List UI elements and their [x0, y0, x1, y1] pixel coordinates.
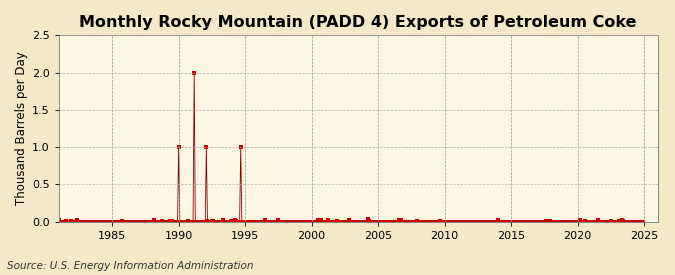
Title: Monthly Rocky Mountain (PADD 4) Exports of Petroleum Coke: Monthly Rocky Mountain (PADD 4) Exports …	[80, 15, 637, 30]
Text: Source: U.S. Energy Information Administration: Source: U.S. Energy Information Administ…	[7, 261, 253, 271]
Y-axis label: Thousand Barrels per Day: Thousand Barrels per Day	[15, 52, 28, 205]
